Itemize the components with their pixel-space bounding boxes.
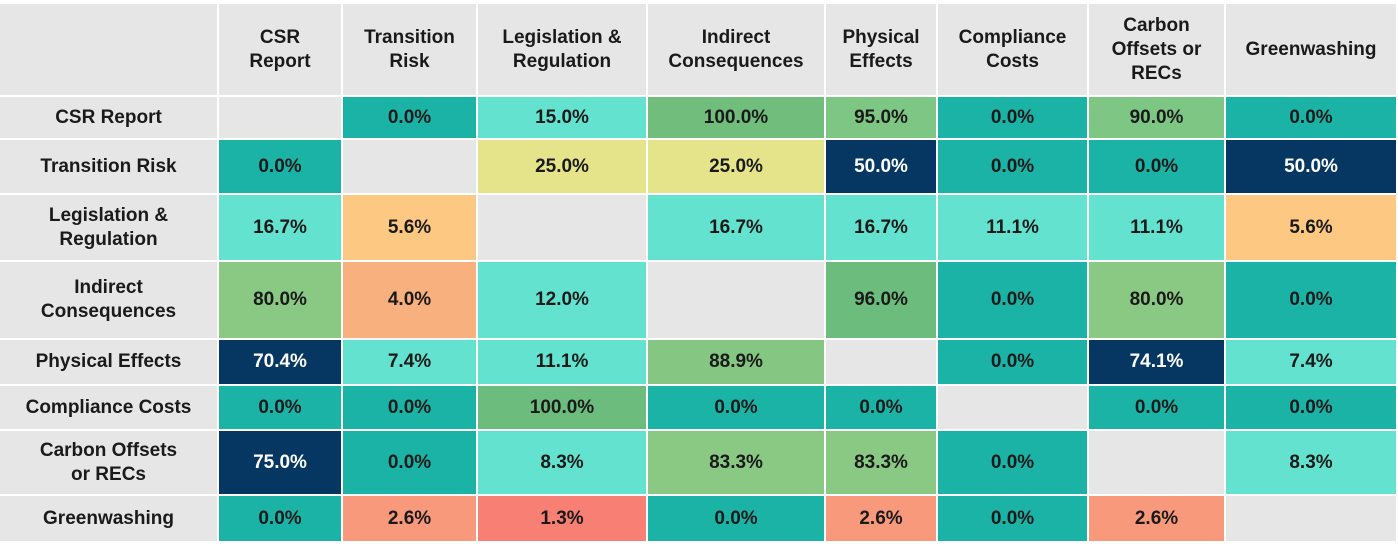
- heatmap-cell: 0.0%: [343, 386, 476, 429]
- row-header: Indirect Consequences: [0, 262, 217, 338]
- heatmap-cell: 16.7%: [219, 195, 341, 260]
- heatmap-cell: 7.4%: [343, 340, 476, 384]
- heatmap-cell: 5.6%: [1226, 195, 1396, 260]
- heatmap-cell-empty: [478, 195, 646, 260]
- heatmap-cell: 7.4%: [1226, 340, 1396, 384]
- heatmap-cell: 83.3%: [826, 431, 936, 494]
- heatmap-cell: 83.3%: [648, 431, 824, 494]
- heatmap-cell: 0.0%: [938, 496, 1087, 541]
- heatmap-cell: 0.0%: [938, 140, 1087, 193]
- heatmap-cell: 75.0%: [219, 431, 341, 494]
- heatmap-cell: 96.0%: [826, 262, 936, 338]
- heatmap-cell-empty: [219, 97, 341, 138]
- heatmap-cell: 16.7%: [648, 195, 824, 260]
- heatmap-cell: 0.0%: [938, 97, 1087, 138]
- row-header: Compliance Costs: [0, 386, 217, 429]
- column-header: Legislation & Regulation: [478, 4, 646, 95]
- heatmap-cell: 11.1%: [478, 340, 646, 384]
- heatmap-cell: 8.3%: [1226, 431, 1396, 494]
- heatmap-cell: 4.0%: [343, 262, 476, 338]
- row-header: Greenwashing: [0, 496, 217, 541]
- heatmap-cell: 95.0%: [826, 97, 936, 138]
- row-header: CSR Report: [0, 97, 217, 138]
- row-header: Legislation & Regulation: [0, 195, 217, 260]
- heatmap-cell: 50.0%: [1226, 140, 1396, 193]
- heatmap-cell: 0.0%: [219, 386, 341, 429]
- heatmap-cell: 0.0%: [648, 386, 824, 429]
- heatmap-cell: 50.0%: [826, 140, 936, 193]
- heatmap-cell: 0.0%: [1226, 97, 1396, 138]
- heatmap-cell-empty: [826, 340, 936, 384]
- heatmap-cell: 11.1%: [1089, 195, 1224, 260]
- heatmap-cell: 8.3%: [478, 431, 646, 494]
- heatmap-cell: 0.0%: [648, 496, 824, 541]
- heatmap-cell-empty: [938, 386, 1087, 429]
- heatmap-cell: 0.0%: [938, 431, 1087, 494]
- row-header: Physical Effects: [0, 340, 217, 384]
- heatmap-cell-empty: [1089, 431, 1224, 494]
- heatmap-cell: 2.6%: [826, 496, 936, 541]
- heatmap-cell: 88.9%: [648, 340, 824, 384]
- heatmap-cell-empty: [648, 262, 824, 338]
- heatmap-cell: 100.0%: [478, 386, 646, 429]
- row-header: Transition Risk: [0, 140, 217, 193]
- heatmap-cell: 5.6%: [343, 195, 476, 260]
- heatmap-cell: 0.0%: [826, 386, 936, 429]
- heatmap-cell: 16.7%: [826, 195, 936, 260]
- heatmap-cell-empty: [1226, 496, 1396, 541]
- heatmap-cell: 2.6%: [343, 496, 476, 541]
- heatmap-cell: 70.4%: [219, 340, 341, 384]
- heatmap-cell: 1.3%: [478, 496, 646, 541]
- heatmap-cell: 25.0%: [648, 140, 824, 193]
- corner-cell: [0, 4, 217, 95]
- heatmap-cell: 0.0%: [1226, 262, 1396, 338]
- heatmap-cell: 0.0%: [343, 431, 476, 494]
- column-header: Compliance Costs: [938, 4, 1087, 95]
- heatmap-cell: 0.0%: [1089, 140, 1224, 193]
- heatmap-cell: 80.0%: [1089, 262, 1224, 338]
- heatmap-cell: 0.0%: [219, 496, 341, 541]
- heatmap-cell: 0.0%: [938, 262, 1087, 338]
- column-header: Indirect Consequences: [648, 4, 824, 95]
- heatmap-cell: 100.0%: [648, 97, 824, 138]
- heatmap-cell: 74.1%: [1089, 340, 1224, 384]
- heatmap-cell: 0.0%: [1089, 386, 1224, 429]
- column-header: Transition Risk: [343, 4, 476, 95]
- heatmap-cell: 80.0%: [219, 262, 341, 338]
- column-header: Greenwashing: [1226, 4, 1396, 95]
- heatmap-cell: 90.0%: [1089, 97, 1224, 138]
- heatmap-cell: 25.0%: [478, 140, 646, 193]
- column-header: CSR Report: [219, 4, 341, 95]
- column-header: Physical Effects: [826, 4, 936, 95]
- heatmap-cell: 15.0%: [478, 97, 646, 138]
- heatmap-cell: 0.0%: [343, 97, 476, 138]
- column-header: Carbon Offsets or RECs: [1089, 4, 1224, 95]
- heatmap-cell-empty: [343, 140, 476, 193]
- heatmap-cell: 11.1%: [938, 195, 1087, 260]
- heatmap-cell: 0.0%: [219, 140, 341, 193]
- heatmap-cell: 2.6%: [1089, 496, 1224, 541]
- heatmap-cell: 0.0%: [1226, 386, 1396, 429]
- heatmap-cell: 12.0%: [478, 262, 646, 338]
- heatmap-cell: 0.0%: [938, 340, 1087, 384]
- row-header: Carbon Offsets or RECs: [0, 431, 217, 494]
